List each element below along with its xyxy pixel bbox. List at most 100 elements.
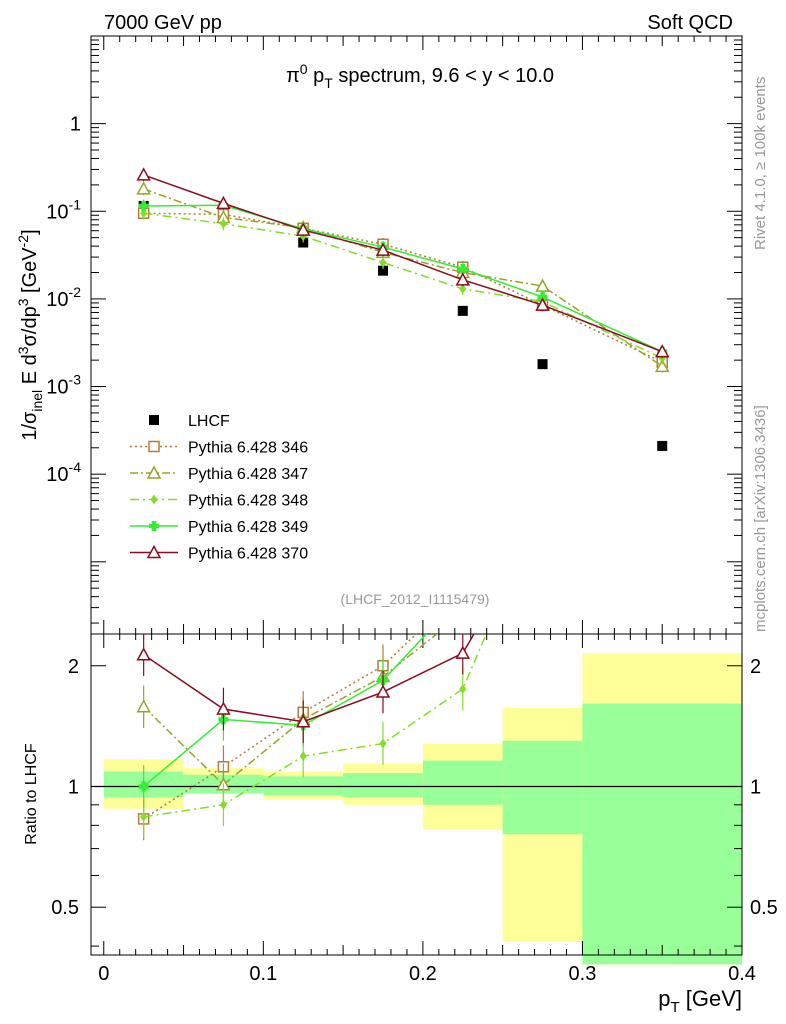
- legend-marker: [150, 494, 158, 505]
- main-y-ticks: 110-110-210-310-4: [46, 36, 743, 634]
- legend-marker: [148, 440, 160, 453]
- data-point: [298, 237, 309, 248]
- ratio-point: [216, 701, 231, 715]
- legend-marker: [146, 544, 162, 559]
- ratio-point: [455, 645, 471, 659]
- y-tick-label: 10-2: [46, 284, 81, 311]
- ratio-point: [459, 684, 467, 695]
- y-tick-exp: -4: [69, 459, 82, 475]
- plot-title: π0 pT spectrum, 9.6 < y < 10.0: [286, 61, 554, 91]
- legend-marker: [149, 521, 159, 531]
- y-tick-exp: -2: [69, 284, 82, 300]
- data-point: [537, 292, 548, 303]
- series-1: [137, 206, 668, 369]
- legend-label: Pythia 6.428 346: [188, 440, 308, 457]
- ratio-y-tick-label-right: 2: [750, 656, 761, 678]
- green-band: [422, 760, 503, 805]
- data-point: [654, 344, 670, 358]
- y-tick-exp: -1: [69, 196, 82, 212]
- ratio-y-label: Ratio to LHCF: [23, 743, 40, 845]
- ratio-point: [299, 751, 307, 762]
- ratio-point: [379, 738, 387, 749]
- y-tick-label: 10-4: [46, 459, 81, 486]
- legend-marker: [149, 415, 159, 425]
- data-point: [535, 297, 550, 311]
- data-point: [216, 195, 231, 210]
- legend-label: Pythia 6.428 349: [188, 519, 308, 536]
- source-label: mcplots.cern.ch [arXiv:1306.3436]: [752, 405, 769, 632]
- data-point: [457, 263, 468, 274]
- x-axis-label: pT [GeV]: [658, 986, 742, 1016]
- ratio-point: [138, 781, 149, 792]
- series-3: [140, 206, 666, 365]
- green-band: [343, 773, 423, 798]
- ratio-point: [375, 684, 391, 698]
- data-point: [459, 283, 467, 294]
- x-tick-label: 0.2: [409, 963, 437, 985]
- ratio-y-tick-label-right: 1: [750, 776, 761, 798]
- y-tick-label: 1: [70, 114, 81, 136]
- ratio-point: [295, 714, 311, 728]
- data-point: [295, 222, 311, 236]
- legend-marker: [146, 465, 162, 479]
- legend-label: Pythia 6.428 370: [188, 546, 308, 563]
- header-left: 7000 GeV pp: [104, 12, 222, 34]
- x-tick-label: 0.1: [249, 963, 277, 985]
- header-right: Soft QCD: [647, 12, 733, 34]
- y-axis-label: 1/σinel E d3σ/dp3 [GeV-2]: [15, 229, 45, 440]
- data-point: [138, 200, 149, 211]
- series-2: [136, 181, 670, 373]
- data-point: [537, 359, 548, 370]
- series-line: [143, 204, 663, 353]
- ratio-series-group: [136, 634, 488, 841]
- y-tick-exp: -3: [69, 372, 82, 388]
- legend: LHCF Pythia 6.428 346 Pythia 6.428 347 Pyth…: [130, 413, 308, 563]
- green-band: [502, 740, 583, 835]
- series-5: [136, 167, 670, 358]
- y-tick-label: 10-3: [46, 372, 81, 399]
- data-point: [136, 167, 151, 181]
- ratio-y-tick-label: 2: [68, 656, 79, 678]
- analysis-id: (LHCF_2012_I1115479): [341, 591, 490, 607]
- ratio-ticks: 0.5 0.5 1 1 2 2 0 0.1 0.2 0.3 0.4: [51, 634, 778, 985]
- x-tick-label: 0.4: [728, 963, 756, 985]
- ratio-point: [140, 811, 148, 822]
- legend-label: LHCF: [188, 413, 230, 430]
- y-tick-base: 10: [46, 464, 68, 486]
- green-band: [582, 703, 742, 965]
- legend-label: Pythia 6.428 348: [188, 493, 308, 510]
- data-point: [455, 272, 471, 286]
- main-frame: [90, 35, 743, 635]
- y-tick-label: 10-1: [46, 196, 81, 223]
- ratio-point: [136, 647, 151, 661]
- ratio-bands: [91, 653, 742, 965]
- data-point: [379, 257, 387, 268]
- ratio-y-tick-label: 1: [68, 776, 79, 798]
- legend-label: Pythia 6.428 347: [188, 466, 308, 483]
- ratio-point: [219, 799, 227, 810]
- x-tick-label: 0.3: [569, 963, 597, 985]
- y-tick-base: 10: [46, 201, 68, 223]
- data-point: [657, 440, 668, 451]
- ratio-y-tick-label: 0.5: [51, 897, 79, 919]
- ratio-y-tick-label-right: 0.5: [750, 897, 778, 919]
- series-line: [143, 212, 663, 363]
- x-tick-label: 0: [98, 963, 109, 985]
- data-point: [219, 218, 227, 229]
- ratio-series-2: [140, 634, 488, 839]
- y-tick-base: 10: [46, 289, 68, 311]
- data-point: [457, 305, 468, 316]
- data-point: [136, 181, 151, 195]
- data-point: [377, 265, 388, 276]
- data-point: [375, 242, 391, 256]
- y-tick-base: 10: [46, 377, 68, 399]
- rivet-version-label: Rivet 4.1.0, ≥ 100k events: [752, 77, 769, 250]
- series-line: [143, 212, 663, 359]
- ratio-point: [136, 699, 151, 713]
- data-point: [654, 358, 670, 373]
- ratio-series: [136, 634, 488, 841]
- green-band: [263, 776, 344, 796]
- main-series: [136, 167, 670, 451]
- ratio-series-4: [136, 634, 475, 744]
